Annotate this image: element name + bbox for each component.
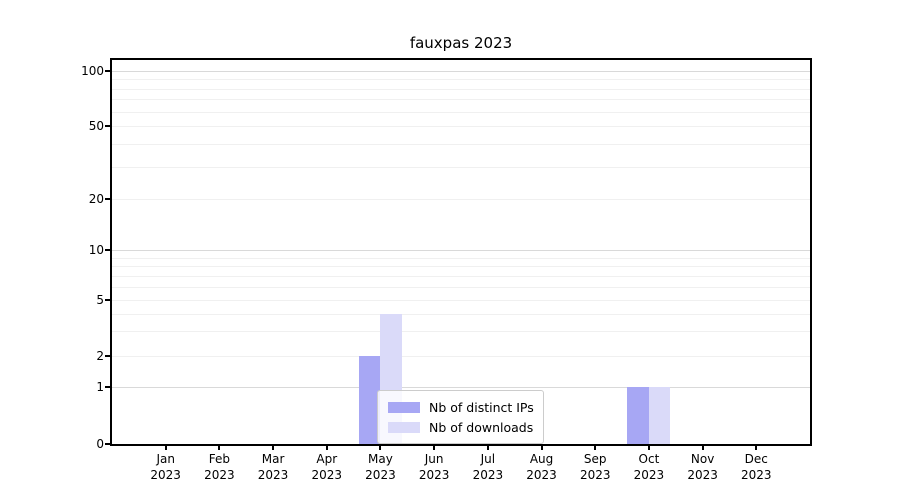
x-tick-label: Aug 2023 [526,452,557,482]
y-tick [105,386,110,388]
x-tick-label: Jun 2023 [418,452,450,482]
gridline-minor [112,166,810,168]
x-tick-label: Nov 2023 [687,452,718,482]
legend-swatch-distinct-ips [388,401,420,413]
x-tick-label: Mar 2023 [257,452,289,482]
x-tick-label: Apr 2023 [311,452,343,482]
legend-item: Nb of downloads [388,417,534,437]
x-tick [701,446,704,450]
x-tick [755,446,758,450]
x-tick [272,446,275,450]
x-tick [325,446,328,450]
x-tick [594,446,597,450]
gridline-minor [112,111,810,113]
x-tick-label: Sep 2023 [579,452,611,482]
y-tick [105,443,110,445]
gridline-minor [112,331,810,333]
x-tick [164,446,167,450]
bar-downloads [648,387,671,444]
gridline-major [112,387,810,388]
y-tick [105,299,110,301]
gridline-minor [112,88,810,90]
y-tick-label: 100 [81,64,104,78]
y-tick [105,249,110,251]
y-tick [105,125,110,127]
y-tick-label: 50 [88,119,104,133]
x-tick [433,446,436,450]
y-tick [105,198,110,200]
x-tick-label: Jan 2023 [150,452,181,482]
gridline-minor [112,126,810,127]
x-tick [486,446,489,450]
y-tick-label: 20 [88,192,104,206]
y-tick [105,355,110,357]
legend: Nb of distinct IPs Nb of downloads [377,390,544,444]
gridline-minor [112,99,810,101]
y-tick [105,70,110,72]
x-tick-label: May 2023 [365,452,396,482]
gridline-minor [112,300,810,301]
gridline-minor [112,356,810,357]
bar-distinct-ips [627,387,649,444]
y-tick-label: 1 [96,380,104,394]
x-tick [379,446,382,450]
x-tick-label: Dec 2023 [741,452,772,482]
y-tick-label: 10 [88,243,104,257]
legend-swatch-downloads [388,421,420,433]
y-tick-label: 5 [96,293,104,307]
x-tick-label: Jul 2023 [472,452,504,482]
x-tick [647,446,650,450]
chart-title: fauxpas 2023 [409,34,513,52]
legend-label: Nb of downloads [429,419,534,435]
gridline-major [112,250,810,251]
gridline-minor [112,199,810,200]
x-tick [540,446,543,450]
gridline-minor [112,143,810,145]
gridline-minor [112,257,810,259]
legend-label: Nb of distinct IPs [429,399,534,415]
gridline-minor [112,275,810,277]
gridline-major [112,71,810,72]
y-tick-label: 2 [96,349,104,363]
bar-distinct-ips [358,356,381,444]
gridline-minor [112,286,810,288]
gridline-minor [112,266,810,268]
x-tick-label: Feb 2023 [204,452,235,482]
legend-item: Nb of distinct IPs [388,397,534,417]
x-tick [218,446,221,450]
y-tick-label: 0 [96,437,104,451]
x-tick-label: Oct 2023 [633,452,665,482]
gridline-minor [112,79,810,81]
gridline-minor [112,313,810,315]
plot-area: Nb of distinct IPs Nb of downloads 0 1 2 5 10… [81,58,812,482]
